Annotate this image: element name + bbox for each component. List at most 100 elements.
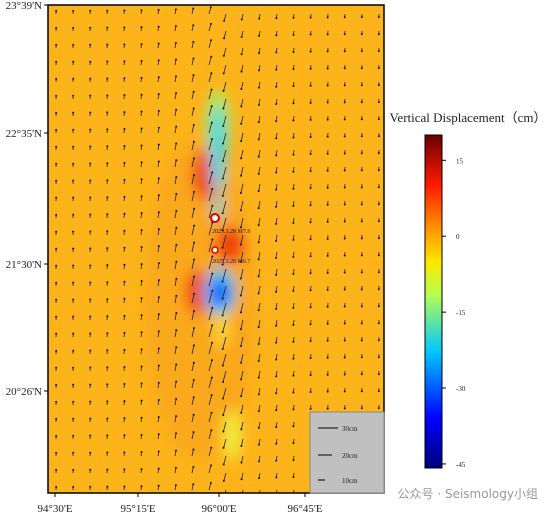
arrow-head bbox=[258, 292, 260, 294]
arrow-head bbox=[310, 221, 312, 223]
arrow-head bbox=[106, 196, 108, 198]
scale-label: 30cm bbox=[342, 425, 358, 433]
arrow-head bbox=[310, 51, 312, 53]
arrow-head bbox=[240, 412, 242, 414]
arrow-head bbox=[211, 256, 213, 258]
arrow-head bbox=[361, 305, 363, 307]
arrow-head bbox=[240, 192, 242, 194]
arrow-head bbox=[258, 258, 260, 260]
arrow-head bbox=[123, 179, 125, 181]
arrow-head bbox=[140, 26, 142, 28]
arrow-head bbox=[344, 289, 346, 291]
arrow-head bbox=[192, 483, 194, 485]
arrow-head bbox=[240, 445, 242, 447]
arrow-head bbox=[210, 429, 212, 431]
arrow-head bbox=[378, 186, 380, 188]
arrow-head bbox=[361, 254, 363, 256]
arrow-head bbox=[258, 69, 260, 71]
arrow-head bbox=[89, 401, 91, 403]
arrow-head bbox=[158, 348, 160, 350]
arrow-head bbox=[158, 76, 160, 78]
scale-label: 10cm bbox=[342, 477, 358, 485]
arrow-head bbox=[211, 138, 213, 140]
arrow-head bbox=[292, 358, 294, 360]
arrow-head bbox=[327, 289, 329, 291]
arrow-head bbox=[89, 112, 91, 114]
arrow-head bbox=[175, 312, 177, 314]
arrow-head bbox=[222, 160, 224, 162]
arrow-head bbox=[211, 342, 213, 344]
arrow-head bbox=[193, 91, 195, 93]
arrow-head bbox=[211, 155, 213, 157]
arrow-head bbox=[210, 464, 212, 466]
arrow-head bbox=[310, 170, 312, 172]
arrow-head bbox=[361, 339, 363, 341]
arrow-head bbox=[361, 50, 363, 52]
arrow-head bbox=[175, 25, 177, 27]
arrow-head bbox=[55, 231, 57, 233]
arrow-head bbox=[211, 171, 213, 173]
arrow-head bbox=[378, 339, 380, 341]
arrow-head bbox=[258, 427, 260, 429]
arrow-head bbox=[258, 87, 260, 89]
arrow-head bbox=[275, 476, 277, 478]
arrow-head bbox=[141, 246, 143, 248]
arrow-head bbox=[240, 362, 242, 364]
arrow-head bbox=[327, 119, 329, 121]
arrow-head bbox=[55, 265, 57, 267]
arrow-head bbox=[222, 348, 224, 350]
arrow-head bbox=[240, 105, 242, 107]
arrow-head bbox=[158, 228, 160, 230]
arrow-head bbox=[292, 391, 294, 393]
arrow-head bbox=[292, 205, 294, 207]
arrow-head bbox=[55, 78, 57, 80]
arrow-head bbox=[223, 463, 225, 465]
arrow-head bbox=[310, 374, 312, 376]
arrow-head bbox=[158, 382, 160, 384]
arrow-head bbox=[55, 452, 57, 454]
arrow-head bbox=[141, 417, 143, 419]
arrow-head bbox=[292, 290, 294, 292]
arrow-head bbox=[327, 67, 329, 69]
arrow-head bbox=[361, 33, 363, 35]
arrow-head bbox=[378, 67, 380, 69]
arrow-head bbox=[344, 255, 346, 257]
arrow-head bbox=[106, 111, 108, 113]
arrow-head bbox=[292, 188, 294, 190]
arrow-head bbox=[89, 264, 91, 266]
arrow-head bbox=[258, 241, 260, 243]
arrow-head bbox=[106, 94, 108, 96]
arrow-head bbox=[344, 323, 346, 325]
arrow-head bbox=[175, 109, 177, 111]
arrow-head bbox=[123, 417, 125, 419]
arrow-head bbox=[123, 128, 125, 130]
arrow-head bbox=[211, 205, 213, 207]
arrow-head bbox=[344, 186, 346, 188]
arrow-head bbox=[240, 278, 242, 280]
arrow-head bbox=[89, 27, 91, 29]
arrow-head bbox=[327, 408, 329, 410]
arrow-head bbox=[55, 180, 57, 182]
arrow-head bbox=[241, 462, 243, 464]
arrow-head bbox=[275, 375, 277, 377]
arrow-head bbox=[275, 103, 277, 105]
arrow-head bbox=[258, 173, 260, 175]
arrow-head bbox=[89, 298, 91, 300]
arrow-head bbox=[378, 390, 380, 392]
arrow-head bbox=[222, 143, 224, 145]
arrow-head bbox=[193, 396, 195, 398]
arrow-head bbox=[72, 282, 74, 284]
arrow-head bbox=[275, 51, 277, 53]
arrow-head bbox=[72, 265, 74, 267]
arrow-head bbox=[292, 476, 294, 478]
arrow-head bbox=[240, 294, 242, 296]
arrow-head bbox=[175, 142, 177, 144]
arrow-head bbox=[211, 290, 213, 292]
arrow-head bbox=[275, 137, 277, 139]
arrow-head bbox=[310, 340, 312, 342]
lat-label: 23°39'N bbox=[6, 0, 42, 12]
lon-label: 94°30'E bbox=[37, 503, 72, 515]
arrow-head bbox=[293, 17, 295, 19]
arrow-head bbox=[158, 262, 160, 264]
arrow-head bbox=[123, 383, 125, 385]
